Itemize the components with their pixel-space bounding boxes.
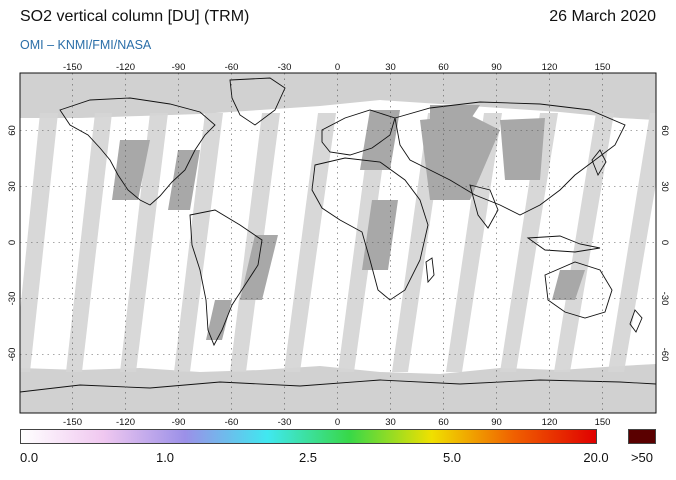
orbit-gap-stripes [20, 113, 656, 372]
map-title: SO2 vertical column [DU] (TRM) [20, 8, 250, 25]
lon-label: 90 [491, 62, 502, 73]
coastlines [20, 77, 656, 393]
lat-label: -60 [659, 348, 670, 362]
lon-label: -90 [172, 62, 186, 73]
lon-labels-bottom: -150 -120 -90 -60 -30 0 30 60 90 120 150 [63, 417, 610, 428]
so2-colorbar-overflow [628, 429, 656, 444]
colorbar-label: >50 [630, 450, 654, 465]
lon-label: -30 [278, 417, 292, 428]
lon-label: 150 [595, 62, 611, 73]
colorbar-label: 5.0 [442, 450, 462, 465]
lat-label: 30 [659, 181, 670, 192]
map-date: 26 March 2020 [549, 8, 656, 25]
lon-label: 90 [491, 417, 502, 428]
lon-label: -120 [116, 417, 135, 428]
lon-label: 30 [385, 417, 396, 428]
lat-label: 30 [7, 181, 18, 192]
lat-labels-left: 60 30 0 -30 -60 [7, 125, 18, 361]
lon-label: -60 [225, 417, 239, 428]
lat-label: 0 [7, 240, 18, 245]
lon-label: -150 [63, 417, 82, 428]
lon-label: 0 [335, 417, 340, 428]
lat-label: -60 [7, 348, 18, 362]
colorbar-label: 2.5 [298, 450, 318, 465]
lon-label: -150 [63, 62, 82, 73]
antarctic-no-coverage [20, 364, 656, 413]
arctic-no-coverage [20, 73, 656, 120]
lon-label: -30 [278, 62, 292, 73]
data-credit: OMI – KNMI/FMI/NASA [20, 38, 152, 52]
colorbar-label: 1.0 [155, 450, 175, 465]
lon-labels-top: -150 -120 -90 -60 -30 0 30 60 90 120 150 [63, 62, 610, 73]
colorbar-label: 20.0 [583, 450, 609, 465]
lat-labels-right: 60 30 0 -30 -60 [659, 125, 670, 361]
lat-label: -30 [7, 292, 18, 306]
lon-label: 120 [542, 62, 558, 73]
colorbar-label: 0.0 [20, 450, 39, 465]
lon-label: 60 [438, 417, 449, 428]
lon-label: 60 [438, 62, 449, 73]
lat-label: -30 [659, 292, 670, 306]
land-swath-gaps [112, 105, 585, 340]
so2-colorbar [20, 429, 597, 444]
lat-label: 60 [7, 125, 18, 136]
lon-label: 0 [335, 62, 340, 73]
map-frame [19, 72, 657, 414]
lon-label: -60 [225, 62, 239, 73]
lon-label: -90 [172, 417, 186, 428]
lon-label: 150 [595, 417, 611, 428]
lon-label: 120 [542, 417, 558, 428]
lon-label: 30 [385, 62, 396, 73]
lat-label: 60 [659, 125, 670, 136]
lon-label: -120 [116, 62, 135, 73]
lat-label: 0 [659, 240, 670, 245]
